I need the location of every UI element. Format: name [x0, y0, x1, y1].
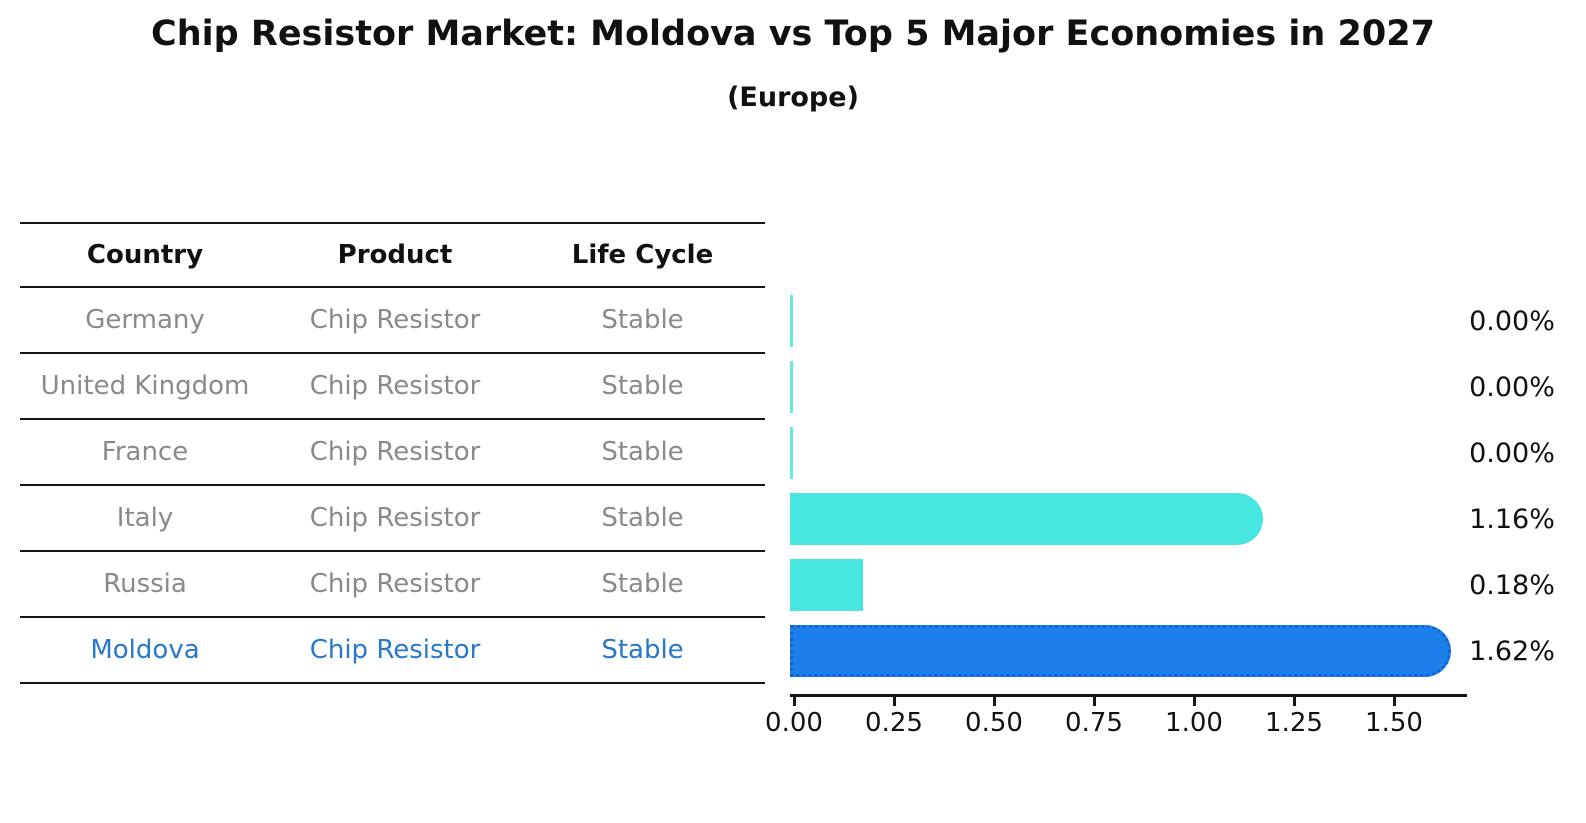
x-axis-tick	[793, 697, 796, 706]
x-axis-ticks: 0.00 0.25 0.50 0.75 1.00 1.25 1.50	[765, 697, 1467, 747]
header-life-cycle: Life Cycle	[571, 240, 714, 270]
x-axis-tick-label: 1.00	[1165, 708, 1223, 738]
cell-country: France	[101, 437, 189, 467]
bar-row	[790, 486, 1467, 552]
table-row: France Chip Resistor Stable	[20, 420, 765, 486]
cell-life-cycle: Stable	[601, 305, 684, 335]
x-axis-line	[790, 694, 1467, 697]
cell-country: Moldova	[90, 635, 200, 665]
cell-product: Chip Resistor	[309, 371, 481, 401]
cell-product: Chip Resistor	[309, 503, 481, 533]
table-row: Moldova Chip Resistor Stable	[20, 618, 765, 684]
cell-product: Chip Resistor	[309, 305, 481, 335]
bar-italy	[790, 493, 1264, 545]
table-body: Germany Chip Resistor Stable United King…	[20, 288, 765, 684]
bar-russia	[790, 559, 864, 611]
bar-value-label: 1.62%	[1469, 635, 1555, 667]
x-axis-tick	[893, 697, 896, 706]
value-label-column: 0.00% 0.00% 0.00% 1.16% 0.18% 1.62%	[1458, 288, 1566, 684]
bar-row	[790, 552, 1467, 618]
cell-country: Russia	[103, 569, 187, 599]
x-axis-tick	[1093, 697, 1096, 706]
x-axis-tick	[1193, 697, 1196, 706]
bar-france	[790, 427, 793, 479]
cell-country: Germany	[85, 305, 205, 335]
x-axis-tick-label: 0.00	[765, 708, 823, 738]
header-country: Country	[86, 240, 204, 270]
cell-country: Italy	[116, 503, 174, 533]
bar-moldova	[790, 625, 1451, 677]
cell-life-cycle: Stable	[601, 371, 684, 401]
chart-title: Chip Resistor Market: Moldova vs Top 5 M…	[151, 14, 1435, 54]
cell-product: Chip Resistor	[309, 437, 481, 467]
x-axis-tick	[993, 697, 996, 706]
bar-row	[790, 288, 1467, 354]
x-axis-tick-label: 1.50	[1365, 708, 1423, 738]
x-axis-tick-label: 0.50	[965, 708, 1023, 738]
cell-product: Chip Resistor	[309, 635, 481, 665]
bar-germany	[790, 295, 793, 347]
bar-value-label: 0.00%	[1469, 305, 1555, 337]
table-row: United Kingdom Chip Resistor Stable	[20, 354, 765, 420]
x-axis-tick-label: 0.75	[1065, 708, 1123, 738]
cell-life-cycle: Stable	[601, 635, 684, 665]
cell-life-cycle: Stable	[601, 503, 684, 533]
bar-value-label: 0.00%	[1469, 437, 1555, 469]
x-axis-tick-label: 0.25	[865, 708, 923, 738]
table-header-row: Country Product Life Cycle	[20, 222, 765, 288]
cell-country: United Kingdom	[40, 371, 250, 401]
table-row: Germany Chip Resistor Stable	[20, 288, 765, 354]
cell-life-cycle: Stable	[601, 437, 684, 467]
country-table: Country Product Life Cycle Germany Chip …	[20, 222, 765, 684]
bar-value-label: 1.16%	[1469, 503, 1555, 535]
bar-value-label: 0.00%	[1469, 371, 1555, 403]
header-product: Product	[337, 240, 453, 270]
table-row: Italy Chip Resistor Stable	[20, 486, 765, 552]
x-axis-tick-label: 1.25	[1265, 708, 1323, 738]
bar-row	[790, 618, 1467, 684]
bar-chart-area	[790, 288, 1467, 684]
x-axis-tick	[1293, 697, 1296, 706]
cell-life-cycle: Stable	[601, 569, 684, 599]
bar-row	[790, 354, 1467, 420]
cell-product: Chip Resistor	[309, 569, 481, 599]
bar-united-kingdom	[790, 361, 793, 413]
table-row: Russia Chip Resistor Stable	[20, 552, 765, 618]
x-axis-tick	[1393, 697, 1396, 706]
chart-subtitle: (Europe)	[727, 82, 859, 113]
bar-row	[790, 420, 1467, 486]
bar-value-label: 0.18%	[1469, 569, 1555, 601]
